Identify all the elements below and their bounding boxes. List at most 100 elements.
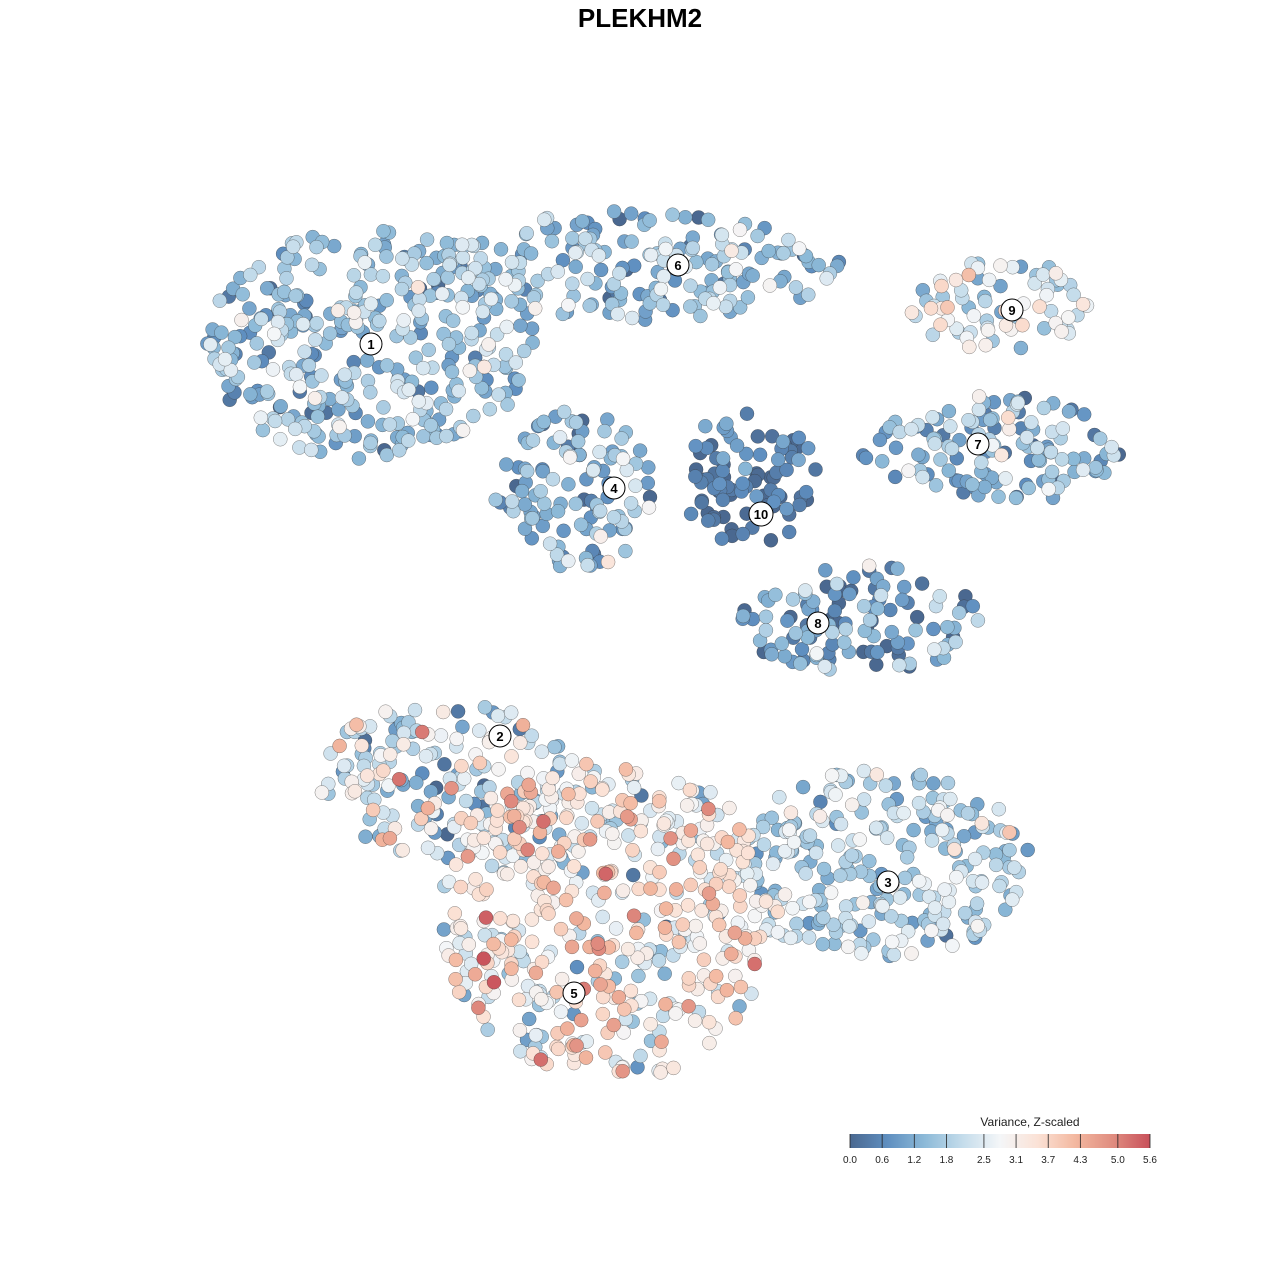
data-point <box>381 778 396 793</box>
data-point <box>372 313 387 329</box>
data-point <box>740 290 756 305</box>
data-point <box>499 319 514 335</box>
data-point <box>234 312 249 328</box>
data-point <box>553 1004 569 1019</box>
data-point <box>625 867 641 883</box>
data-point <box>862 853 877 869</box>
data-point <box>533 483 548 499</box>
data-point <box>781 232 796 248</box>
data-point <box>927 642 942 657</box>
data-point <box>766 494 782 510</box>
data-point <box>980 322 996 338</box>
data-point <box>360 414 376 429</box>
data-point <box>423 418 439 433</box>
data-point <box>421 342 436 358</box>
data-point <box>435 704 451 720</box>
data-point <box>242 301 257 316</box>
data-point <box>620 941 636 957</box>
data-point <box>813 794 828 810</box>
data-point <box>310 409 325 424</box>
data-point <box>511 372 526 388</box>
data-point <box>569 1038 584 1053</box>
data-point <box>842 919 857 934</box>
data-point <box>1061 310 1076 325</box>
data-point <box>884 909 899 924</box>
data-point <box>1010 395 1026 411</box>
data-point <box>505 913 521 929</box>
data-point <box>491 762 506 777</box>
data-point <box>451 383 466 399</box>
cluster-label-text: 5 <box>570 986 577 1001</box>
data-point <box>396 313 411 328</box>
data-point <box>798 583 813 598</box>
data-point <box>612 266 627 281</box>
data-point <box>967 851 983 867</box>
data-point <box>991 801 1007 817</box>
data-point <box>724 946 739 962</box>
data-point <box>573 1012 589 1028</box>
data-point <box>657 920 673 935</box>
data-point <box>761 243 776 259</box>
data-point <box>840 939 856 955</box>
data-point <box>712 280 728 295</box>
data-point <box>949 869 964 885</box>
data-point <box>309 316 324 331</box>
data-point <box>913 767 929 783</box>
data-point <box>965 477 980 492</box>
data-point <box>266 326 282 342</box>
data-point <box>559 810 574 825</box>
data-point <box>367 237 383 253</box>
data-point <box>970 918 985 934</box>
data-point <box>904 305 920 320</box>
data-point <box>685 240 701 256</box>
data-point <box>565 276 580 291</box>
data-point <box>794 642 810 657</box>
data-point <box>906 822 921 838</box>
data-point <box>623 206 639 221</box>
data-point <box>330 303 346 318</box>
data-point <box>694 495 709 510</box>
data-point <box>941 463 957 478</box>
data-point <box>1075 462 1091 478</box>
data-point <box>1030 440 1045 456</box>
data-point <box>715 463 730 479</box>
data-point <box>415 360 431 376</box>
data-point <box>629 925 644 941</box>
data-point <box>508 355 524 370</box>
data-point <box>392 443 407 458</box>
data-point <box>776 246 791 261</box>
cluster-label-3: 3 <box>876 870 900 894</box>
data-point <box>463 815 479 831</box>
data-point <box>420 800 436 816</box>
data-point <box>1036 400 1052 416</box>
data-point <box>925 327 941 343</box>
data-point <box>937 882 952 897</box>
data-point <box>998 471 1013 486</box>
data-point <box>308 332 323 347</box>
data-point <box>569 959 585 975</box>
data-point <box>1035 267 1051 282</box>
data-point <box>911 795 927 811</box>
data-point <box>961 412 976 428</box>
data-point <box>621 828 636 843</box>
data-point <box>735 608 751 624</box>
data-point <box>692 936 708 951</box>
data-point <box>435 286 450 302</box>
data-point <box>477 359 492 375</box>
data-point <box>947 842 962 857</box>
cluster-label-text: 10 <box>754 507 768 522</box>
data-point <box>702 1035 717 1051</box>
data-point <box>515 717 531 733</box>
data-point <box>812 809 828 824</box>
data-point <box>537 212 552 227</box>
data-point <box>883 602 898 618</box>
data-point <box>1061 404 1077 419</box>
data-point <box>536 414 552 430</box>
legend-title: Variance, Z-scaled <box>980 1115 1079 1129</box>
data-point <box>623 983 639 999</box>
data-point <box>351 451 367 466</box>
data-point <box>747 908 763 924</box>
data-point <box>988 857 1004 873</box>
data-point <box>908 622 923 638</box>
cluster-label-9: 9 <box>1000 298 1024 322</box>
